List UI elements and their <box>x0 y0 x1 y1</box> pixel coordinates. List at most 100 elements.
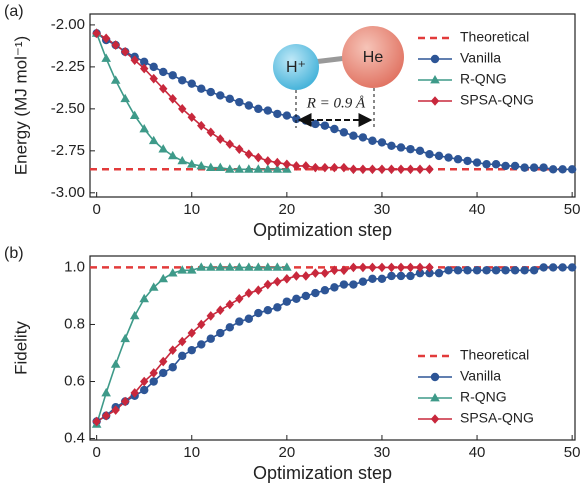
x-tick-label: 40 <box>469 201 486 218</box>
y-tick-label: 1.0 <box>64 258 85 275</box>
marker <box>491 266 501 275</box>
atom-he <box>342 26 404 88</box>
y-tick-label: 0.4 <box>64 430 85 447</box>
x-tick-label: 30 <box>374 444 391 461</box>
marker <box>320 286 330 295</box>
marker <box>168 345 177 355</box>
marker <box>224 262 235 271</box>
marker <box>224 164 235 173</box>
marker <box>430 393 440 402</box>
marker <box>178 76 187 85</box>
marker <box>187 79 196 88</box>
marker <box>520 266 529 275</box>
marker <box>282 297 292 306</box>
marker <box>292 271 301 281</box>
marker <box>254 152 263 163</box>
marker <box>377 164 387 175</box>
y-tick-label: -2.00 <box>51 16 85 33</box>
marker <box>168 363 177 372</box>
marker <box>358 277 368 286</box>
marker <box>406 271 415 281</box>
marker <box>234 262 245 271</box>
marker <box>186 265 197 274</box>
marker <box>387 164 396 175</box>
y-tick-label: -3.00 <box>51 184 85 201</box>
marker <box>349 280 358 289</box>
marker <box>463 156 472 166</box>
marker <box>529 266 539 275</box>
marker <box>111 40 120 50</box>
y-tick-label: -2.50 <box>51 100 85 117</box>
marker <box>349 131 358 140</box>
marker <box>396 164 406 175</box>
marker <box>349 262 358 273</box>
marker <box>92 28 101 39</box>
marker <box>292 294 301 303</box>
marker <box>501 161 510 171</box>
x-tick-label: 50 <box>564 201 580 218</box>
marker <box>415 262 425 273</box>
marker <box>272 164 283 173</box>
marker <box>244 164 254 173</box>
marker <box>263 262 273 271</box>
legend-label: Vanilla <box>460 368 501 384</box>
marker <box>159 368 168 378</box>
legend-label: Theoretical <box>460 347 529 363</box>
atom-label: H⁺ <box>286 59 306 76</box>
marker <box>148 135 159 145</box>
marker <box>415 164 425 175</box>
marker <box>168 71 177 80</box>
marker <box>177 265 188 274</box>
marker <box>320 268 330 278</box>
marker <box>178 351 187 361</box>
marker <box>472 158 482 167</box>
marker <box>425 262 434 273</box>
x-axis-label: Optimization step <box>253 220 392 240</box>
marker <box>520 163 529 172</box>
marker <box>548 263 558 272</box>
y-axis-label: Energy (MJ mol⁻¹) <box>11 36 30 175</box>
marker <box>206 87 215 97</box>
marker <box>101 53 111 62</box>
plot-frame <box>89 255 576 441</box>
marker <box>396 271 406 281</box>
legend-label: SPSA-QNG <box>460 410 534 426</box>
marker <box>216 134 225 144</box>
marker <box>254 308 263 318</box>
marker <box>406 262 415 273</box>
marker <box>377 262 387 273</box>
marker <box>368 164 377 175</box>
marker <box>92 416 101 427</box>
marker <box>311 288 320 298</box>
y-axis-label: Fidelity <box>11 321 30 375</box>
x-tick-label: 0 <box>92 201 100 218</box>
marker <box>235 317 244 326</box>
marker <box>415 268 425 278</box>
distance-label: R = 0.9 Å <box>306 95 366 111</box>
marker <box>273 109 282 119</box>
marker <box>158 144 169 153</box>
marker <box>129 110 140 119</box>
marker <box>358 133 368 142</box>
legend-label: R-QNG <box>460 389 507 405</box>
marker <box>244 314 254 323</box>
marker <box>453 155 463 164</box>
marker <box>196 262 207 271</box>
legend-label: R-QNG <box>460 71 507 87</box>
marker <box>187 328 196 338</box>
marker <box>282 262 292 271</box>
marker <box>130 388 139 398</box>
marker <box>254 104 263 114</box>
marker <box>301 161 311 171</box>
marker <box>216 328 225 338</box>
marker <box>358 164 368 175</box>
marker <box>529 163 539 172</box>
marker <box>368 274 377 284</box>
legend-label: SPSA-QNG <box>460 92 534 108</box>
marker <box>206 334 215 343</box>
marker <box>235 144 244 154</box>
marker <box>120 46 130 57</box>
marker <box>120 333 130 343</box>
marker <box>272 262 283 271</box>
